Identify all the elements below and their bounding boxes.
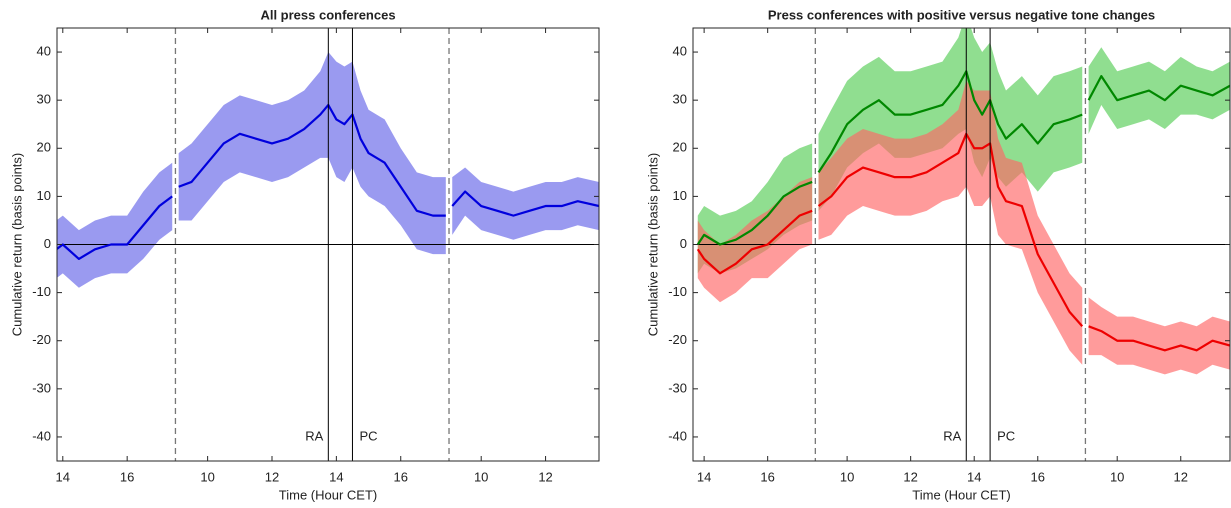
y-tick-label: -10 [668, 284, 687, 299]
y-tick-label: -40 [32, 428, 51, 443]
x-tick-label: 10 [840, 469, 854, 484]
panel: RA PC -40 -30 -20 -10 0 10 20 30 40 14 16 10 12 14 16 10 1… [645, 7, 1231, 502]
x-tick-label: 14 [967, 469, 981, 484]
x-axis-label: Time (Hour CET) [912, 487, 1010, 502]
x-tick-label: 16 [760, 469, 774, 484]
y-tick-label: 30 [37, 92, 51, 107]
event-label: RA [943, 428, 961, 443]
y-tick-label: 10 [37, 188, 51, 203]
y-tick-label: -40 [668, 428, 687, 443]
y-tick-label: -30 [32, 380, 51, 395]
y-tick-label: 30 [673, 92, 687, 107]
x-tick-label: 16 [120, 469, 134, 484]
x-tick-label: 10 [200, 469, 214, 484]
event-label: RA [305, 428, 323, 443]
y-tick-label: 10 [673, 188, 687, 203]
panel: RA PC -40 -30 -20 -10 0 10 20 30 40 14 16 10 12 14 16 10 1… [9, 7, 600, 502]
x-tick-label: 14 [697, 469, 711, 484]
x-tick-label: 12 [538, 469, 552, 484]
y-tick-label: -20 [668, 332, 687, 347]
x-tick-label: 12 [265, 469, 279, 484]
x-axis-label: Time (Hour CET) [279, 487, 377, 502]
y-tick-label: -10 [32, 284, 51, 299]
x-tick-label: 12 [1174, 469, 1188, 484]
x-tick-label: 16 [394, 469, 408, 484]
y-axis-label: Cumulative return (basis points) [9, 153, 24, 337]
y-tick-label: 0 [680, 236, 687, 251]
chart-title: All press conferences [260, 7, 395, 22]
y-tick-label: 0 [44, 236, 51, 251]
x-tick-label: 10 [1110, 469, 1124, 484]
y-axis-label: Cumulative return (basis points) [645, 153, 660, 337]
y-tick-label: -20 [32, 332, 51, 347]
x-tick-label: 14 [329, 469, 343, 484]
event-label: PC [359, 428, 377, 443]
y-tick-label: 40 [673, 43, 687, 58]
event-label: PC [997, 428, 1015, 443]
x-tick-label: 12 [903, 469, 917, 484]
x-tick-label: 16 [1031, 469, 1045, 484]
chart-title: Press conferences with positive versus n… [768, 7, 1155, 22]
y-tick-label: 20 [673, 140, 687, 155]
y-tick-label: 40 [37, 43, 51, 58]
y-tick-label: 20 [37, 140, 51, 155]
y-tick-label: -30 [668, 380, 687, 395]
x-tick-label: 10 [474, 469, 488, 484]
x-tick-label: 14 [56, 469, 70, 484]
confidence-band [697, 28, 1230, 274]
